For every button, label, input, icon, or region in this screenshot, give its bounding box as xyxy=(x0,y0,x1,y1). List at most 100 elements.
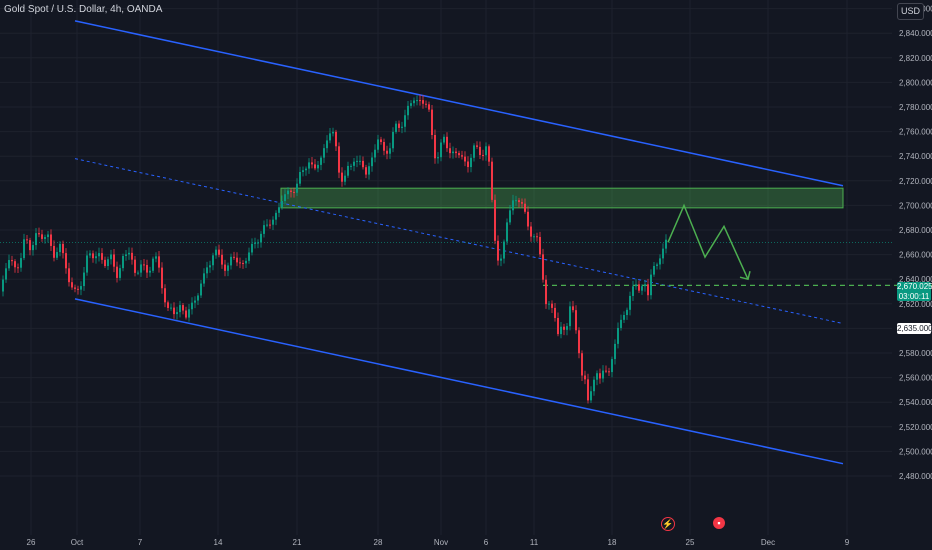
candle-body xyxy=(611,359,613,373)
candle-body xyxy=(293,191,295,193)
candle-body xyxy=(530,226,532,237)
candle-body xyxy=(548,303,550,305)
candle-body xyxy=(587,379,589,401)
candle-body xyxy=(551,303,553,308)
candle-body xyxy=(554,307,556,318)
candle-body xyxy=(572,306,574,311)
candle-body xyxy=(281,200,283,208)
candle-body xyxy=(335,131,337,147)
candle-body xyxy=(383,141,385,151)
candle-body xyxy=(242,263,244,265)
candle-body xyxy=(590,391,592,401)
candle-body xyxy=(185,310,187,318)
candle-body xyxy=(596,373,598,380)
candle-body xyxy=(503,241,505,259)
candle-body xyxy=(662,248,664,259)
candle-body xyxy=(515,200,517,202)
candle-body xyxy=(113,254,115,267)
candle-body xyxy=(65,253,67,269)
candle-body xyxy=(623,315,625,320)
candle-body xyxy=(578,330,580,354)
candle-body xyxy=(470,157,472,168)
candle-body xyxy=(449,148,451,154)
candle-body xyxy=(482,155,484,157)
currency-selector[interactable]: USD xyxy=(897,3,924,20)
candle-body xyxy=(404,115,406,127)
candle-body xyxy=(122,256,124,269)
candle-body xyxy=(68,268,70,283)
candle-body xyxy=(128,252,130,255)
candle-body xyxy=(311,162,313,165)
candle-body xyxy=(287,190,289,195)
candle-body xyxy=(158,256,160,268)
candle-body xyxy=(620,319,622,328)
candle-body xyxy=(443,136,445,143)
candle-body xyxy=(212,255,214,266)
level-price-tag: 2,635.000 xyxy=(897,323,932,334)
candle-body xyxy=(521,202,523,204)
candle-body xyxy=(149,270,151,273)
candle-body xyxy=(251,243,253,253)
candle-body xyxy=(53,245,55,258)
candle-body xyxy=(131,252,133,260)
last-price: 2,670.025 xyxy=(897,282,932,291)
candle-body xyxy=(170,307,172,309)
y-tick-label: 2,660.000 xyxy=(899,251,932,260)
candle-body xyxy=(38,233,40,235)
candle-body xyxy=(485,146,487,156)
candle-body xyxy=(512,200,514,211)
candle-body xyxy=(437,157,439,159)
candle-body xyxy=(236,257,238,263)
projection-path xyxy=(667,203,749,280)
candle-body xyxy=(164,288,166,303)
candle-body xyxy=(566,326,568,330)
candle-body xyxy=(338,146,340,173)
candle-body xyxy=(389,148,391,154)
candle-body xyxy=(239,262,241,264)
candle-body xyxy=(269,224,271,226)
candle-body xyxy=(26,239,28,241)
candle-body xyxy=(608,371,610,373)
candle-body xyxy=(344,175,346,182)
candle-body xyxy=(23,239,25,259)
candle-body xyxy=(647,284,649,296)
candle-body xyxy=(140,264,142,273)
candle-body xyxy=(95,256,97,259)
x-tick-label: Oct xyxy=(71,538,84,547)
candle-body xyxy=(659,258,661,265)
y-tick-label: 2,520.000 xyxy=(899,423,932,432)
candle-body xyxy=(629,295,631,310)
candle-body xyxy=(347,165,349,176)
y-tick-label: 2,840.000 xyxy=(899,29,932,38)
candle-body xyxy=(569,306,571,327)
flag-icon[interactable]: ▪ xyxy=(713,517,725,529)
x-tick-label: 21 xyxy=(293,538,302,547)
x-tick-label: 25 xyxy=(686,538,695,547)
candle-body xyxy=(494,199,496,241)
candle-body xyxy=(32,245,34,251)
candle-body xyxy=(215,249,217,256)
candle-body xyxy=(353,161,355,166)
x-tick-label: 26 xyxy=(27,538,36,547)
y-tick-label: 2,480.000 xyxy=(899,472,932,481)
supply-zone xyxy=(280,187,844,209)
candle-body xyxy=(506,222,508,242)
candle-body xyxy=(194,300,196,303)
candle-body xyxy=(341,172,343,182)
candle-body xyxy=(62,243,64,254)
candle-body xyxy=(479,146,481,156)
candle-body xyxy=(524,203,526,212)
candle-body xyxy=(605,370,607,372)
candle-body xyxy=(410,103,412,106)
candle-body xyxy=(440,142,442,158)
candle-body xyxy=(110,254,112,260)
candle-body xyxy=(11,260,13,262)
candle-body xyxy=(296,183,298,193)
lightning-icon[interactable]: ⚡ xyxy=(661,517,675,531)
candle-body xyxy=(665,239,667,249)
x-tick-label: 28 xyxy=(374,538,383,547)
x-tick-label: 9 xyxy=(845,538,850,547)
candle-body xyxy=(386,150,388,154)
candle-body xyxy=(350,165,352,167)
